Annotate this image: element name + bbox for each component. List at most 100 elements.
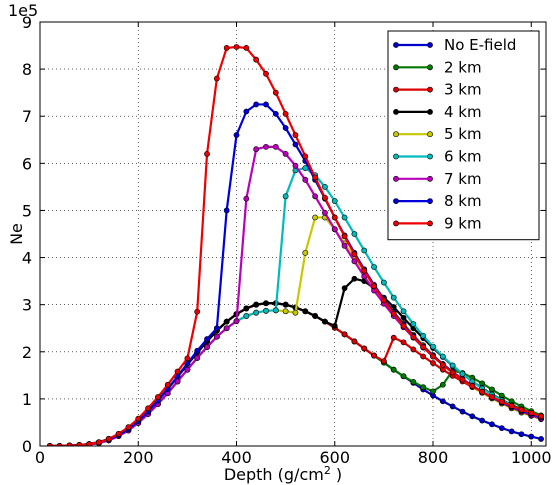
legend-swatch-marker xyxy=(393,64,399,71)
y-tick-label: 3 xyxy=(22,296,32,315)
data-point xyxy=(400,339,407,346)
x-axis-title-tail: ) xyxy=(331,465,342,484)
data-point xyxy=(410,379,417,385)
legend-label: 7 km xyxy=(444,170,482,188)
data-point xyxy=(390,366,397,373)
data-point xyxy=(302,176,309,183)
data-point xyxy=(282,125,289,131)
data-point xyxy=(243,305,250,312)
legend-swatch-marker xyxy=(427,131,433,138)
data-point xyxy=(243,108,250,115)
x-axis-title: Depth (g/cm2 ) xyxy=(224,464,342,484)
legend-swatch-marker xyxy=(427,64,433,71)
data-point xyxy=(233,44,240,50)
data-point xyxy=(105,436,112,442)
legend-swatch-marker xyxy=(427,198,433,204)
data-point xyxy=(449,362,456,369)
data-point xyxy=(489,394,495,400)
data-point xyxy=(204,344,210,350)
legend-swatch-marker xyxy=(393,86,399,93)
data-point xyxy=(223,325,230,332)
data-point xyxy=(538,413,544,420)
x-tick-label: 400 xyxy=(221,448,252,467)
data-point xyxy=(371,264,377,270)
data-point xyxy=(469,413,476,420)
data-point xyxy=(263,70,269,77)
data-point xyxy=(400,322,407,329)
data-point xyxy=(292,132,299,138)
plot-frame xyxy=(39,21,547,447)
data-point xyxy=(351,338,358,345)
data-point xyxy=(282,151,289,157)
data-point xyxy=(341,285,348,292)
legend-swatch-marker xyxy=(427,86,433,93)
data-point xyxy=(351,258,358,265)
data-point xyxy=(528,410,535,416)
y-tick-label: 1 xyxy=(22,390,32,409)
x-tick-label: 800 xyxy=(418,448,449,467)
data-point xyxy=(380,279,387,286)
data-point xyxy=(380,358,387,365)
data-point xyxy=(135,415,142,422)
legend: No E-field 2 km 3 km 4 km 5 km 6 km 7 km 8 km 9 … xyxy=(387,30,540,241)
data-point xyxy=(253,101,260,108)
data-point xyxy=(223,45,230,51)
data-point xyxy=(125,424,132,431)
data-point xyxy=(439,353,446,360)
data-point xyxy=(331,214,338,221)
data-point xyxy=(213,325,220,332)
data-point xyxy=(312,174,319,181)
data-point xyxy=(322,183,328,190)
data-point xyxy=(371,352,377,359)
data-point xyxy=(272,143,279,150)
data-point xyxy=(76,442,83,446)
data-point xyxy=(312,313,319,319)
x-axis-title-superscript: 2 xyxy=(324,464,331,477)
data-point xyxy=(459,376,466,383)
x-tick-label: 0 xyxy=(35,448,45,467)
data-point xyxy=(233,318,240,325)
data-point xyxy=(538,436,544,442)
data-point xyxy=(420,344,427,350)
legend-swatch-marker xyxy=(427,220,433,227)
data-point xyxy=(420,353,427,360)
data-point xyxy=(430,343,436,350)
data-point xyxy=(341,233,348,240)
data-point xyxy=(213,333,220,340)
data-point xyxy=(351,251,358,258)
data-point xyxy=(390,334,397,341)
series-8 xyxy=(46,44,544,446)
y-tick-label: 7 xyxy=(22,107,32,126)
data-point xyxy=(410,321,417,327)
series-layer xyxy=(46,44,544,446)
data-point xyxy=(263,307,269,314)
data-point xyxy=(223,207,230,214)
data-point xyxy=(253,301,260,308)
data-point xyxy=(263,300,269,307)
data-point xyxy=(174,368,181,375)
y-tick-label: 5 xyxy=(22,201,32,220)
data-point xyxy=(184,366,191,373)
data-point xyxy=(518,406,525,413)
data-point xyxy=(282,308,289,315)
data-point xyxy=(508,428,515,435)
data-point xyxy=(292,309,299,316)
y-axis-title: Ne xyxy=(7,223,26,245)
x-tick-label: 600 xyxy=(319,448,350,467)
data-point xyxy=(223,318,230,325)
legend-box xyxy=(387,30,540,241)
data-point xyxy=(430,360,436,366)
legend-label: 9 km xyxy=(444,214,482,232)
data-point xyxy=(194,347,201,354)
legend-label: 3 km xyxy=(444,81,482,99)
data-point xyxy=(361,247,368,254)
data-point xyxy=(292,141,299,148)
data-point xyxy=(439,362,446,368)
data-point xyxy=(312,214,319,221)
data-point xyxy=(213,75,220,82)
data-point xyxy=(204,151,210,157)
data-point xyxy=(331,198,338,204)
data-point xyxy=(243,195,250,202)
legend-swatch-marker xyxy=(427,153,433,160)
data-point xyxy=(371,283,377,290)
